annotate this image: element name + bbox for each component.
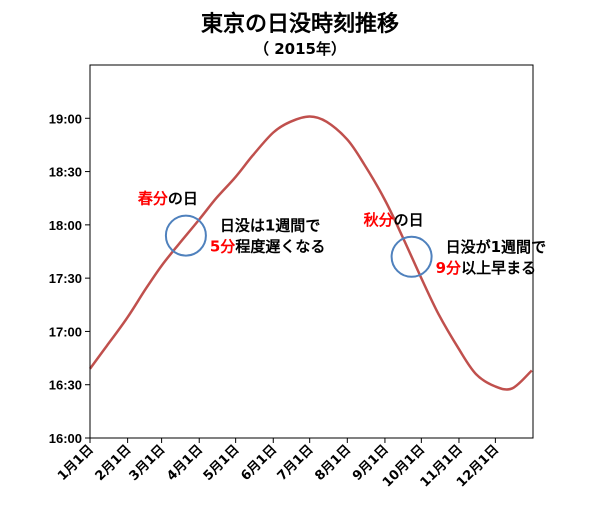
autumn-note-highlight: 9分 <box>436 259 461 277</box>
x-axis-ticks: 1月1日2月1日3月1日4月1日5月1日6月1日7月1日8月1日9月1日10月1… <box>55 438 502 490</box>
spring-equinox-suffix: の日 <box>168 190 198 208</box>
plot-area-frame <box>89 64 534 439</box>
x-tick-label-6: 7月1日 <box>275 442 317 484</box>
spring-equinox-label: 春分の日 <box>138 190 198 208</box>
spring-note-line1: 日没は1週間で <box>220 217 320 235</box>
sunset-time-line <box>88 115 533 391</box>
annotations: 春分の日 日没は1週間で 5分程度遅くなる 秋分の日 日没が1週間で 9分以上早… <box>138 190 546 278</box>
autumn-equinox-circle <box>390 235 433 278</box>
spring-equinox-marker: 春分 <box>138 190 168 208</box>
spring-note-highlight: 5分 <box>210 238 235 256</box>
y-tick-label-0: 16:00 <box>49 431 82 446</box>
autumn-equinox-label: 秋分の日 <box>364 211 424 229</box>
autumn-equinox-suffix: の日 <box>394 211 424 229</box>
x-tick-label-4: 5月1日 <box>201 442 243 484</box>
chart-subtitle: （ 2015年） <box>254 40 346 58</box>
x-tick-label-3: 4月1日 <box>164 442 206 484</box>
y-tick-label-2: 17:00 <box>49 324 82 339</box>
y-tick-label-4: 18:00 <box>49 218 82 233</box>
x-tick-label-1: 2月1日 <box>93 442 135 484</box>
x-tick-label-5: 6月1日 <box>238 442 280 484</box>
autumn-note-line2: 9分以上早まる <box>436 259 536 277</box>
autumn-equinox-marker: 秋分 <box>364 211 394 229</box>
y-tick-label-1: 16:30 <box>49 378 82 393</box>
spring-note-rest: 程度遅くなる <box>235 238 325 256</box>
x-tick-label-2: 3月1日 <box>127 442 169 484</box>
autumn-note-line1: 日没が1週間で <box>446 238 546 256</box>
y-tick-label-5: 18:30 <box>49 165 82 180</box>
y-tick-label-6: 19:00 <box>49 111 82 126</box>
chart-title: 東京の日没時刻推移 <box>200 12 399 37</box>
y-axis-ticks: 16:00 16:30 17:00 17:30 18:00 18:30 19:00 <box>49 111 90 446</box>
x-tick-label-7: 8月1日 <box>312 442 354 484</box>
x-tick-label-0: 1月1日 <box>55 442 97 484</box>
spring-equinox-circle <box>164 214 207 257</box>
autumn-note-rest: 以上早まる <box>461 259 536 277</box>
y-tick-label-3: 17:30 <box>49 271 82 286</box>
spring-note-line2: 5分程度遅くなる <box>210 238 325 256</box>
